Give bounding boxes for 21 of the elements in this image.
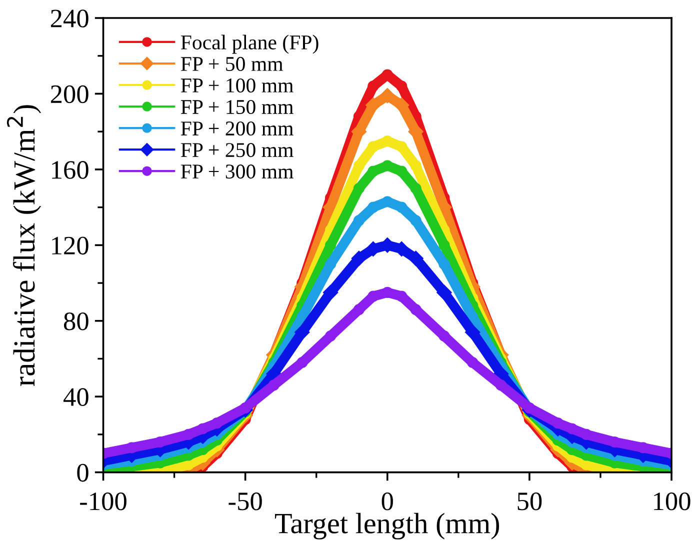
x-axis-title: Target length (mm)	[274, 512, 500, 540]
legend-label: FP + 250 mm	[180, 143, 294, 158]
y-tick-label: 160	[52, 161, 88, 179]
legend-label: FP + 50 mm	[180, 56, 284, 71]
y-tick-label: 120	[52, 236, 88, 255]
y-tick-label: 0	[77, 464, 88, 482]
y-axis-title: radiative flux (kW/m$^{2}$)	[6, 105, 42, 386]
y-tick-label: 40	[63, 388, 88, 406]
legend-label: FP + 150 mm	[180, 100, 294, 114]
y-tick-label: 80	[64, 312, 88, 330]
x-tick-label: 0	[382, 492, 393, 510]
x-tick-label: 50	[518, 492, 542, 510]
legend-label: FP + 200 mm	[180, 121, 294, 136]
y-tick-label: 240	[50, 10, 88, 28]
x-tick-label: 100	[654, 492, 690, 510]
legend-label: FP + 100 mm	[180, 78, 294, 93]
x-tick-label: -100	[80, 492, 126, 510]
y-tick-label: 200	[50, 85, 88, 104]
x-tick-label: -50	[228, 492, 262, 510]
legend-label: FP + 300 mm	[180, 164, 294, 179]
legend-label: Focal plane (FP)	[180, 34, 318, 54]
